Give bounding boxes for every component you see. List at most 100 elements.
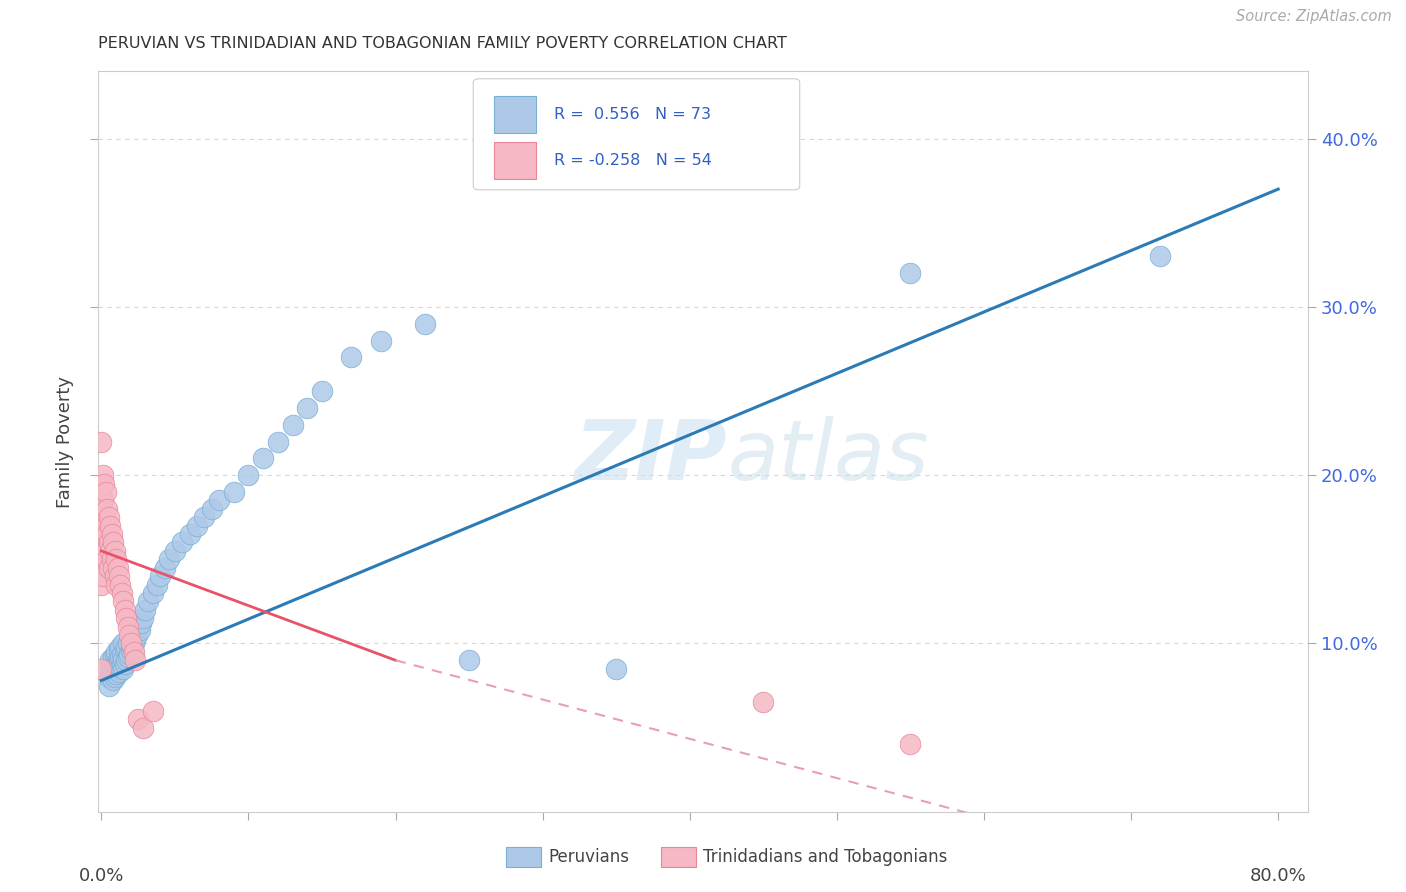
Point <box>98 653 121 667</box>
Point <box>118 628 141 642</box>
Point <box>120 630 142 644</box>
Text: ZIP: ZIP <box>575 416 727 497</box>
Point <box>104 660 127 674</box>
Point <box>111 657 134 671</box>
Point <box>110 640 132 654</box>
Point <box>142 586 165 600</box>
Point <box>107 560 129 574</box>
Point <box>93 510 115 524</box>
Point <box>238 468 260 483</box>
Point <box>142 704 165 718</box>
Point <box>98 544 121 558</box>
Point <box>91 552 114 566</box>
Point <box>104 670 127 684</box>
Point <box>193 510 215 524</box>
Point <box>108 643 131 657</box>
Point <box>107 653 129 667</box>
Point <box>108 569 131 583</box>
Point <box>91 493 114 508</box>
Point <box>101 649 124 664</box>
Point <box>163 544 186 558</box>
Point <box>96 501 118 516</box>
Text: atlas: atlas <box>727 416 929 497</box>
Text: Source: ZipAtlas.com: Source: ZipAtlas.com <box>1236 9 1392 24</box>
Point <box>340 351 363 365</box>
Bar <box>494 142 536 178</box>
Point <box>90 485 112 500</box>
Point <box>91 518 114 533</box>
Text: Trinidadians and Tobagonians: Trinidadians and Tobagonians <box>703 848 948 866</box>
Point <box>458 653 481 667</box>
Point <box>97 535 120 549</box>
Point <box>117 619 139 633</box>
Point <box>94 518 117 533</box>
Point <box>179 527 201 541</box>
Point <box>186 518 208 533</box>
Point <box>115 653 138 667</box>
Point <box>93 544 115 558</box>
Point <box>201 501 224 516</box>
Point <box>172 535 194 549</box>
Point <box>90 434 112 449</box>
Point <box>115 611 138 625</box>
Point <box>115 640 138 654</box>
Point <box>93 476 115 491</box>
Bar <box>494 95 536 133</box>
Point <box>267 434 290 449</box>
Text: Peruvians: Peruvians <box>548 848 630 866</box>
Point <box>90 501 112 516</box>
Point <box>413 317 436 331</box>
Point <box>94 544 117 558</box>
Point <box>90 577 112 591</box>
Point <box>100 657 122 671</box>
Point <box>91 569 114 583</box>
Point <box>900 266 922 280</box>
Point <box>105 657 128 671</box>
Point <box>112 662 135 676</box>
Point <box>121 640 143 654</box>
Point <box>252 451 274 466</box>
Point <box>281 417 304 432</box>
Point <box>124 653 146 667</box>
Point <box>124 633 146 648</box>
Y-axis label: Family Poverty: Family Poverty <box>56 376 75 508</box>
Text: R = -0.258   N = 54: R = -0.258 N = 54 <box>554 153 713 168</box>
Point <box>101 664 124 678</box>
Point <box>122 636 145 650</box>
Point <box>752 695 775 709</box>
Point <box>118 647 141 661</box>
Point <box>114 603 136 617</box>
Point <box>120 643 142 657</box>
Point <box>111 647 134 661</box>
Point <box>222 485 245 500</box>
Point <box>101 673 124 688</box>
Text: PERUVIAN VS TRINIDADIAN AND TOBAGONIAN FAMILY POVERTY CORRELATION CHART: PERUVIAN VS TRINIDADIAN AND TOBAGONIAN F… <box>98 36 787 51</box>
Point <box>90 544 112 558</box>
Point <box>117 649 139 664</box>
Point <box>208 493 231 508</box>
Point <box>97 670 120 684</box>
Point <box>128 623 150 637</box>
Point <box>120 636 142 650</box>
Point <box>138 594 160 608</box>
Point <box>153 560 176 574</box>
Point <box>1149 249 1171 264</box>
Point <box>110 660 132 674</box>
Point <box>97 560 120 574</box>
Text: 80.0%: 80.0% <box>1250 867 1306 885</box>
Point <box>96 552 118 566</box>
Point <box>149 569 172 583</box>
Point <box>110 577 132 591</box>
Point <box>122 645 145 659</box>
Point <box>90 527 112 541</box>
Point <box>100 666 122 681</box>
Point <box>105 645 128 659</box>
Point <box>112 594 135 608</box>
Point <box>90 662 112 676</box>
Point <box>134 603 156 617</box>
Point <box>96 527 118 541</box>
Point <box>104 648 127 663</box>
Point <box>100 552 122 566</box>
Point <box>100 527 122 541</box>
Point <box>108 655 131 669</box>
